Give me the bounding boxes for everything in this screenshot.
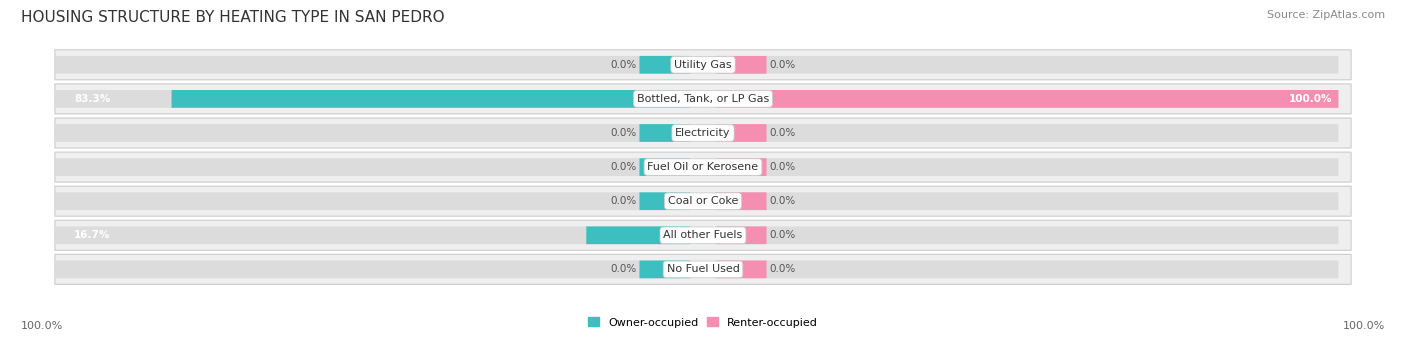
Text: 0.0%: 0.0%: [610, 264, 637, 275]
Text: 100.0%: 100.0%: [21, 321, 63, 331]
Text: 0.0%: 0.0%: [769, 230, 796, 240]
FancyBboxPatch shape: [640, 124, 690, 142]
FancyBboxPatch shape: [55, 124, 678, 142]
FancyBboxPatch shape: [55, 158, 678, 176]
Text: 0.0%: 0.0%: [610, 162, 637, 172]
FancyBboxPatch shape: [716, 261, 766, 278]
FancyBboxPatch shape: [716, 90, 1339, 108]
FancyBboxPatch shape: [55, 118, 1351, 148]
FancyBboxPatch shape: [55, 56, 678, 74]
Legend: Owner-occupied, Renter-occupied: Owner-occupied, Renter-occupied: [583, 313, 823, 332]
Text: 0.0%: 0.0%: [769, 196, 796, 206]
FancyBboxPatch shape: [55, 254, 1351, 284]
Text: 100.0%: 100.0%: [1343, 321, 1385, 331]
FancyBboxPatch shape: [55, 152, 1351, 182]
FancyBboxPatch shape: [716, 261, 1339, 278]
FancyBboxPatch shape: [55, 261, 678, 278]
Text: 16.7%: 16.7%: [75, 230, 110, 240]
Text: Bottled, Tank, or LP Gas: Bottled, Tank, or LP Gas: [637, 94, 769, 104]
Text: 0.0%: 0.0%: [610, 128, 637, 138]
FancyBboxPatch shape: [716, 56, 766, 74]
Text: Fuel Oil or Kerosene: Fuel Oil or Kerosene: [647, 162, 759, 172]
FancyBboxPatch shape: [172, 90, 690, 108]
FancyBboxPatch shape: [716, 124, 766, 142]
Text: Utility Gas: Utility Gas: [675, 60, 731, 70]
FancyBboxPatch shape: [716, 158, 766, 176]
Text: Coal or Coke: Coal or Coke: [668, 196, 738, 206]
FancyBboxPatch shape: [55, 84, 1351, 114]
FancyBboxPatch shape: [640, 192, 690, 210]
FancyBboxPatch shape: [716, 124, 1339, 142]
FancyBboxPatch shape: [640, 261, 690, 278]
FancyBboxPatch shape: [55, 192, 678, 210]
FancyBboxPatch shape: [55, 186, 1351, 216]
FancyBboxPatch shape: [640, 158, 690, 176]
FancyBboxPatch shape: [640, 56, 690, 74]
Text: 0.0%: 0.0%: [769, 264, 796, 275]
FancyBboxPatch shape: [55, 220, 1351, 250]
Text: 0.0%: 0.0%: [769, 128, 796, 138]
Text: 100.0%: 100.0%: [1288, 94, 1331, 104]
FancyBboxPatch shape: [55, 90, 678, 108]
Text: 0.0%: 0.0%: [610, 60, 637, 70]
FancyBboxPatch shape: [55, 50, 1351, 80]
FancyBboxPatch shape: [716, 226, 766, 244]
Text: 83.3%: 83.3%: [75, 94, 110, 104]
FancyBboxPatch shape: [55, 226, 678, 244]
Text: 0.0%: 0.0%: [769, 60, 796, 70]
FancyBboxPatch shape: [716, 158, 1339, 176]
FancyBboxPatch shape: [716, 56, 1339, 74]
Text: 0.0%: 0.0%: [610, 196, 637, 206]
Text: All other Fuels: All other Fuels: [664, 230, 742, 240]
FancyBboxPatch shape: [716, 192, 766, 210]
Text: HOUSING STRUCTURE BY HEATING TYPE IN SAN PEDRO: HOUSING STRUCTURE BY HEATING TYPE IN SAN…: [21, 10, 444, 25]
FancyBboxPatch shape: [586, 226, 690, 244]
FancyBboxPatch shape: [716, 192, 1339, 210]
Text: 0.0%: 0.0%: [769, 162, 796, 172]
Text: No Fuel Used: No Fuel Used: [666, 264, 740, 275]
Text: Electricity: Electricity: [675, 128, 731, 138]
FancyBboxPatch shape: [716, 90, 1339, 108]
Text: Source: ZipAtlas.com: Source: ZipAtlas.com: [1267, 10, 1385, 20]
FancyBboxPatch shape: [716, 226, 1339, 244]
